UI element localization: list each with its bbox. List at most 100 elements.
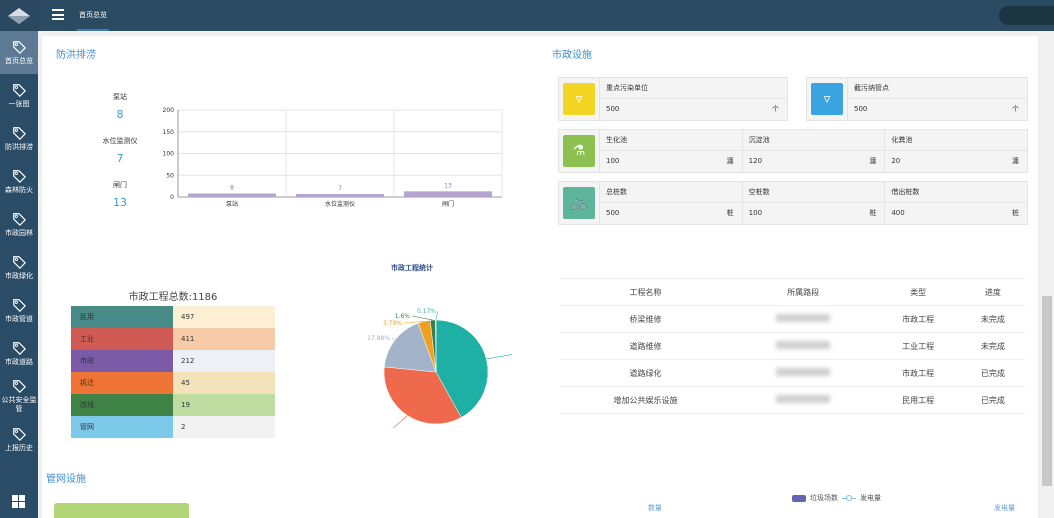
bar-value-label: 7 <box>338 185 342 192</box>
tag-icon <box>13 298 26 312</box>
table-row[interactable]: 道路绿化 市政工程 已完成 <box>560 359 1025 387</box>
project-category-row: 工业 411 <box>71 328 275 350</box>
table-cell: 未完成 <box>960 305 1025 333</box>
project-category-row: 民用 497 <box>71 306 275 328</box>
bar-value-label: 13 <box>444 182 452 189</box>
legend-swatch-line <box>842 494 856 502</box>
sidebar-item[interactable]: 一张图 <box>0 74 38 117</box>
facility-metric: 沉淀池 120 瀍 <box>741 130 885 172</box>
sidebar-item[interactable]: 森林防火 <box>0 160 38 203</box>
table-row[interactable]: 增加公共娱乐设施 民用工程 已完成 <box>560 386 1025 414</box>
table-cell: 已完成 <box>960 359 1025 387</box>
stat-pump: 泵站 8 <box>113 93 127 121</box>
sidebar-item[interactable]: 市政道路 <box>0 332 38 375</box>
table-cell: 未完成 <box>960 332 1025 360</box>
facility-metric: 重点污染单位 500 个 <box>599 78 787 120</box>
y-tick-label: 0 <box>170 194 174 201</box>
sidebar-item[interactable]: 市政管道 <box>0 289 38 332</box>
road-section-redacted <box>731 305 876 333</box>
pie-label: 3.79% <box>383 320 402 327</box>
pie-slice <box>435 319 489 418</box>
facility-icon: ⚗ <box>563 135 595 167</box>
road-section-redacted <box>731 386 876 414</box>
tag-icon <box>13 427 26 441</box>
facility-metric: 化粪池 20 瀍 <box>884 130 1028 172</box>
sidebar-item-label: 市政道路 <box>5 357 33 366</box>
table-cell: 市政工程 <box>875 359 961 387</box>
project-category-row: 管网 2 <box>71 416 275 438</box>
project-summary-table: 市政工程总数:1186 民用 497 工业 411 市政 212 拆迁 45 改线 19 管网 2 <box>71 288 275 438</box>
facility-card: 🚲 总桩数 500 桩空桩数 100 桩借出桩数 400 桩 <box>558 181 1028 225</box>
bar <box>296 193 384 197</box>
top-search[interactable] <box>999 6 1054 25</box>
facility-icon: ▿ <box>811 83 843 115</box>
project-category-row: 市政 212 <box>71 350 275 372</box>
pie-title: 市政工程统计 <box>391 263 433 272</box>
facility-metric: 总桩数 500 桩 <box>599 182 742 224</box>
pipe-legend: 垃圾场数 发电量 <box>792 493 881 503</box>
sidebar-item[interactable]: 首页总览 <box>0 31 38 74</box>
column-header: 所属路段 <box>731 278 876 306</box>
project-category-row: 改线 19 <box>71 394 275 416</box>
sidebar: 首页总览一张图防洪排涝森林防火市政园林市政绿化市政管道市政道路公共安全监管上报历… <box>0 0 38 518</box>
tag-icon <box>13 212 26 226</box>
x-tick-label: 水位监测仪 <box>325 200 355 208</box>
sidebar-item-label: 市政园林 <box>5 228 33 237</box>
left-axis-label: 数量 <box>648 504 662 512</box>
sidebar-item[interactable]: 公共安全监管 <box>0 375 38 418</box>
tab-home-overview[interactable]: 首页总览 <box>77 0 109 31</box>
tag-icon <box>13 40 26 54</box>
facility-metric: 空桩数 100 桩 <box>741 182 885 224</box>
tag-icon <box>13 380 26 393</box>
pipe-card <box>54 503 189 518</box>
facility-metric: 借出桩数 400 桩 <box>884 182 1028 224</box>
sidebar-item-label: 公共安全监管 <box>1 396 37 413</box>
x-tick-label: 闸门 <box>442 200 454 208</box>
sidebar-item-label: 市政绿化 <box>5 271 33 280</box>
apps-grid-icon[interactable] <box>12 495 25 508</box>
pie-slice <box>383 366 462 425</box>
facility-icon: 🚲 <box>563 187 595 219</box>
pie-label: 0.17% <box>417 308 436 315</box>
bar <box>404 191 492 197</box>
column-header: 类型 <box>875 278 961 306</box>
tag-icon <box>13 126 26 140</box>
road-section-redacted <box>731 359 876 387</box>
facility-card: ▿ 截污纳管点 500 个 <box>806 77 1028 121</box>
sidebar-item-label: 防洪排涝 <box>5 142 33 151</box>
scrollbar[interactable] <box>1040 36 1054 518</box>
pie-chart: 市政工程统计41.91%34.65%17.88%3.79%1.6%0.17% <box>367 263 512 428</box>
sidebar-item[interactable]: 防洪排涝 <box>0 117 38 160</box>
sidebar-item-label: 市政管道 <box>5 314 33 323</box>
project-total: 市政工程总数:1186 <box>128 292 218 303</box>
sidebar-item[interactable]: 上报历史 <box>0 418 38 461</box>
sidebar-item[interactable]: 市政园林 <box>0 203 38 246</box>
table-cell: 民用工程 <box>875 386 961 414</box>
tag-icon <box>13 169 26 183</box>
sidebar-item-label: 首页总览 <box>5 56 33 65</box>
section-title-municipal: 市政设施 <box>552 50 592 61</box>
main-content: 防洪排涝 泵站 8 水位监测仪 7 闸门 13 0 50 100 150 200 8 泵站 7 水位监… <box>42 36 1038 518</box>
stat-water-level: 水位监测仪 7 <box>102 137 138 165</box>
scrollbar-thumb[interactable] <box>1042 296 1052 486</box>
sidebar-item[interactable]: 市政绿化 <box>0 246 38 289</box>
right-axis-label: 发电量 <box>994 504 1015 512</box>
facility-metric: 生化池 100 瀍 <box>599 130 742 172</box>
table-row[interactable]: 桥梁维修 市政工程 未完成 <box>560 305 1025 333</box>
menu-toggle-icon[interactable] <box>52 9 64 20</box>
bar-chart: 0 50 100 150 200 8 泵站 7 水位监测仪 13 闸门 <box>163 107 503 208</box>
pie-label: 1.6% <box>395 313 411 320</box>
y-tick-label: 50 <box>166 172 174 179</box>
topbar: 首页总览 <box>38 0 1054 31</box>
table-cell: 市政工程 <box>875 305 961 333</box>
table-cell: 道路维修 <box>560 332 732 360</box>
column-header: 进度 <box>960 278 1025 306</box>
sidebar-item-label: 上报历史 <box>5 443 33 452</box>
table-cell: 桥梁维修 <box>560 305 732 333</box>
y-tick-label: 100 <box>163 151 175 158</box>
tag-icon <box>13 83 26 97</box>
facility-card: ▿ 重点污染单位 500 个 <box>558 77 788 121</box>
tag-icon <box>13 255 26 269</box>
section-title-flood: 防洪排涝 <box>56 50 96 61</box>
table-row[interactable]: 道路维修 工业工程 未完成 <box>560 332 1025 360</box>
